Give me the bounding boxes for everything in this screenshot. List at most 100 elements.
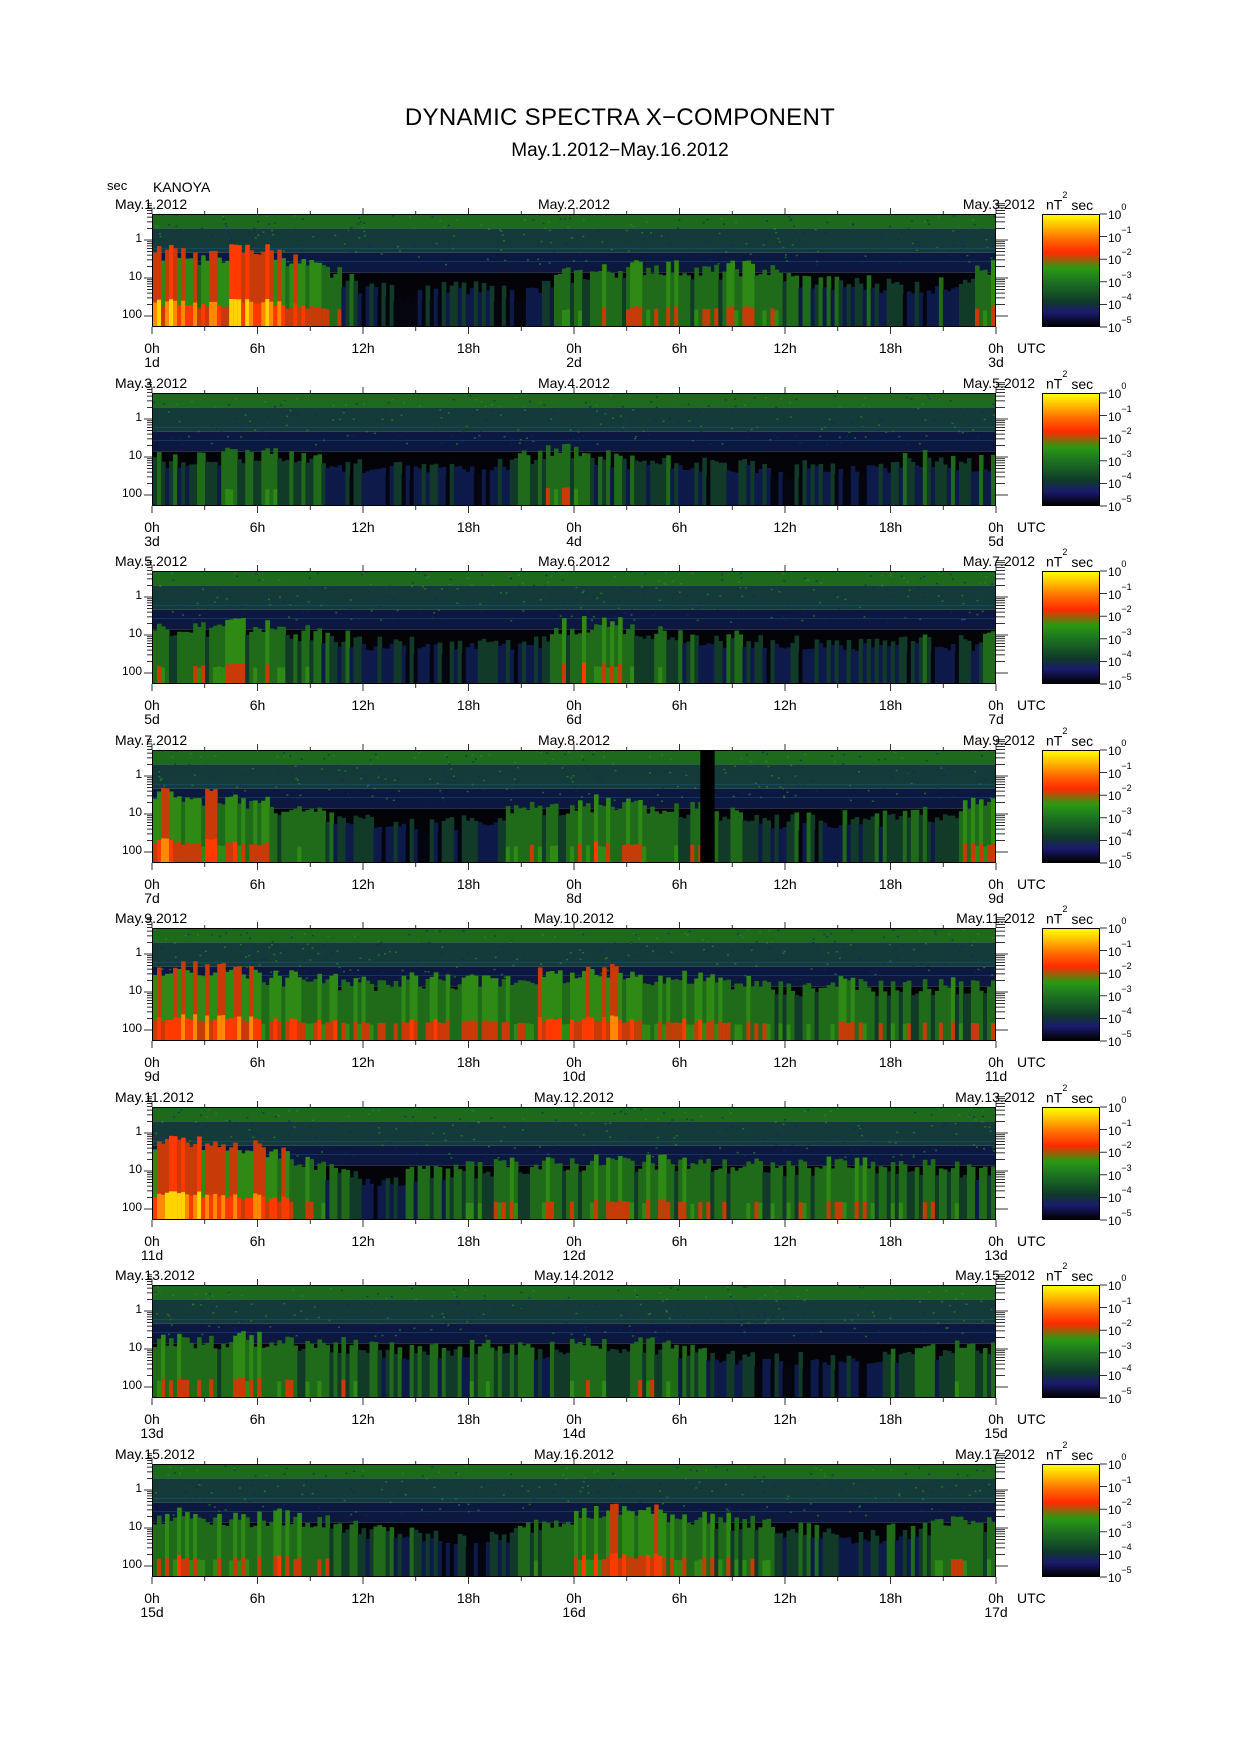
- noise-speck: [962, 929, 965, 931]
- noise-speck: [273, 1136, 276, 1139]
- activity-column: [894, 819, 900, 862]
- noise-speck: [945, 1327, 948, 1329]
- noise-speck: [915, 249, 918, 251]
- activity-peak: [582, 662, 587, 683]
- noise-speck: [305, 970, 308, 973]
- activity-column: [205, 964, 210, 1040]
- activity-column: [966, 809, 972, 862]
- noise-speck: [159, 235, 162, 238]
- activity-peak: [209, 1195, 214, 1219]
- activity-column: [991, 1342, 995, 1397]
- activity-column: [373, 646, 379, 683]
- activity-column: [826, 276, 832, 326]
- activity-peak: [890, 1023, 896, 1040]
- activity-column: [834, 473, 840, 505]
- noise-speck: [805, 1147, 808, 1150]
- noise-speck: [564, 753, 567, 756]
- activity-peak: [682, 1018, 687, 1040]
- activity-column: [738, 460, 743, 505]
- noise-speck: [210, 235, 213, 238]
- noise-speck: [895, 769, 898, 772]
- noise-speck: [702, 939, 704, 941]
- noise-speck: [647, 1313, 650, 1316]
- activity-peak: [309, 1201, 314, 1219]
- activity-column: [626, 628, 631, 683]
- activity-column: [950, 977, 956, 1040]
- activity-column: [305, 1341, 310, 1397]
- noise-speck: [895, 793, 898, 795]
- noise-speck: [868, 406, 871, 408]
- activity-peak: [237, 1197, 242, 1219]
- noise-speck: [539, 599, 542, 601]
- noise-speck: [304, 590, 307, 593]
- noise-speck: [868, 1321, 871, 1324]
- colorbar-tick-exp: −1: [1121, 1117, 1132, 1128]
- noise-speck: [671, 580, 674, 583]
- noise-speck: [954, 1298, 957, 1300]
- noise-speck: [991, 1142, 994, 1145]
- noise-speck: [795, 398, 798, 401]
- noise-speck: [283, 752, 286, 754]
- noise-speck: [823, 620, 826, 623]
- noise-speck: [952, 215, 955, 217]
- activity-column: [485, 473, 491, 505]
- colorbar-tick-label: 100: [1108, 916, 1126, 936]
- noise-speck: [584, 592, 587, 595]
- colorbar-tick-base: 10: [1108, 967, 1122, 982]
- noise-speck: [438, 974, 440, 976]
- activity-column: [213, 625, 218, 683]
- activity-column: [979, 642, 984, 683]
- activity-column: [806, 276, 812, 326]
- activity-column: [501, 820, 507, 862]
- noise-speck: [869, 1305, 872, 1308]
- activity-column: [325, 1345, 330, 1397]
- activity-column: [594, 465, 599, 505]
- noise-speck: [300, 1295, 303, 1297]
- noise-speck: [458, 1302, 461, 1305]
- activity-column: [441, 281, 447, 326]
- noise-speck: [502, 1131, 505, 1133]
- activity-column: [634, 1171, 639, 1219]
- activity-column: [301, 453, 306, 505]
- noise-speck: [269, 1326, 272, 1328]
- noise-speck: [299, 788, 302, 791]
- activity-column: [850, 1168, 856, 1219]
- activity-peak: [273, 1018, 278, 1040]
- activity-column: [521, 1345, 527, 1397]
- noise-speck: [532, 236, 535, 239]
- noise-speck: [654, 611, 657, 613]
- noise-speck: [676, 785, 679, 788]
- noise-speck: [490, 1117, 493, 1119]
- activity-column: [369, 816, 375, 862]
- noise-speck: [226, 1505, 229, 1507]
- noise-speck: [339, 418, 342, 421]
- noise-speck: [455, 218, 458, 221]
- activity-peak: [153, 302, 158, 326]
- activity-column: [181, 801, 186, 862]
- activity-column: [983, 469, 988, 505]
- activity-column: [678, 817, 683, 862]
- noise-speck: [706, 1318, 709, 1320]
- noise-speck: [200, 227, 203, 230]
- noise-speck: [964, 581, 967, 584]
- noise-speck: [852, 1482, 855, 1485]
- activity-column: [545, 971, 551, 1040]
- activity-peak: [221, 667, 226, 683]
- right-axis-ticks: [996, 203, 1008, 317]
- activity-peak: [161, 1021, 166, 1040]
- activity-column: [489, 1347, 495, 1397]
- noise-speck: [568, 751, 571, 753]
- activity-column: [786, 479, 792, 505]
- activity-column: [229, 619, 234, 683]
- noise-speck: [439, 789, 442, 792]
- noise-speck: [758, 782, 761, 784]
- activity-peak: [590, 1017, 595, 1040]
- activity-column: [533, 288, 539, 326]
- noise-speck: [518, 585, 521, 587]
- activity-column: [493, 640, 499, 683]
- noise-speck: [381, 1144, 384, 1147]
- noise-speck: [390, 1141, 392, 1144]
- noise-speck: [191, 1303, 194, 1305]
- noise-speck: [412, 582, 414, 584]
- noise-speck: [844, 1156, 847, 1158]
